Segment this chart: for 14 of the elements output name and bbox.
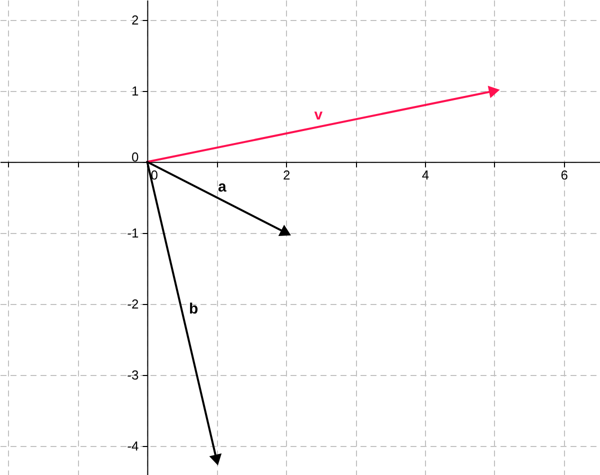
series-label: a bbox=[218, 178, 227, 196]
y-tick-label: 0 bbox=[131, 149, 139, 164]
x-tick-label: 0 bbox=[150, 167, 158, 182]
y-tick-label: -2 bbox=[127, 296, 139, 312]
y-tick-label: -4 bbox=[127, 438, 139, 454]
y-tick-label: 2 bbox=[131, 12, 139, 28]
y-tick-label: -3 bbox=[127, 367, 139, 382]
y-tick-label: -1 bbox=[127, 225, 139, 240]
x-tick-label: 2 bbox=[282, 167, 290, 182]
y-tick-label: 1 bbox=[131, 83, 139, 98]
x-tick-label: 6 bbox=[560, 167, 568, 182]
series-label: b bbox=[189, 300, 198, 318]
x-tick-label: 4 bbox=[422, 167, 430, 182]
series-label: v bbox=[314, 106, 324, 124]
